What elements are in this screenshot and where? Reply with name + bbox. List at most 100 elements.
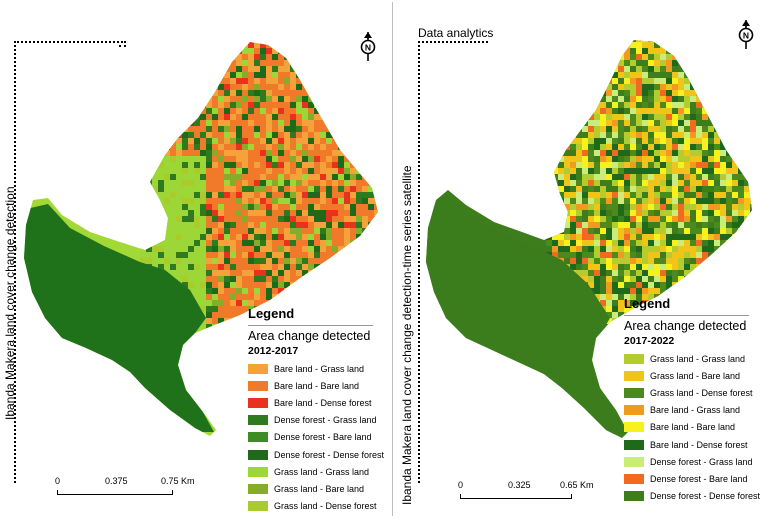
land-cover-cell <box>690 240 696 246</box>
land-cover-cell <box>344 252 350 258</box>
land-cover-cell <box>164 222 170 228</box>
land-cover-cell <box>374 36 380 42</box>
land-cover-cell <box>606 264 612 270</box>
land-cover-cell <box>750 126 752 132</box>
land-cover-cell <box>278 198 284 204</box>
land-cover-cell <box>314 198 320 204</box>
land-cover-cell <box>380 240 386 246</box>
land-cover-cell <box>750 144 752 150</box>
land-cover-cell <box>266 276 272 282</box>
land-cover-cell <box>206 60 212 66</box>
land-cover-cell <box>344 36 350 42</box>
land-cover-cell <box>738 186 744 192</box>
land-cover-cell <box>666 204 672 210</box>
land-cover-cell <box>570 108 576 114</box>
land-cover-cell <box>564 126 570 132</box>
land-cover-cell <box>678 30 684 36</box>
land-cover-cell <box>362 108 368 114</box>
land-cover-cell <box>720 102 726 108</box>
land-cover-cell <box>266 30 272 36</box>
land-cover-cell <box>594 48 600 54</box>
land-cover-cell <box>170 84 176 90</box>
land-cover-cell <box>642 246 648 252</box>
land-cover-cell <box>242 96 248 102</box>
land-cover-cell <box>218 36 224 42</box>
land-cover-cell <box>678 258 684 264</box>
land-cover-cell <box>344 234 350 240</box>
land-cover-cell <box>176 150 182 156</box>
land-cover-cell <box>266 102 272 108</box>
land-cover-cell <box>158 162 164 168</box>
land-cover-cell <box>326 222 332 228</box>
land-cover-cell <box>720 132 726 138</box>
land-cover-cell <box>206 162 212 168</box>
land-cover-cell <box>630 126 636 132</box>
land-cover-cell <box>576 126 582 132</box>
land-cover-cell <box>630 150 636 156</box>
land-cover-cell <box>350 192 356 198</box>
land-cover-cell <box>750 108 752 114</box>
land-cover-cell <box>140 54 146 60</box>
land-cover-cell <box>600 192 606 198</box>
land-cover-cell <box>314 216 320 222</box>
land-cover-cell <box>296 270 302 276</box>
land-cover-cell <box>182 234 188 240</box>
land-cover-cell <box>236 90 242 96</box>
land-cover-cell <box>362 96 368 102</box>
land-cover-cell <box>708 102 714 108</box>
land-cover-cell <box>386 126 390 132</box>
land-cover-cell <box>254 102 260 108</box>
land-cover-cell <box>774 216 780 222</box>
land-cover-cell <box>200 36 206 42</box>
land-cover-cell <box>230 90 236 96</box>
land-cover-cell <box>284 240 290 246</box>
land-cover-cell <box>738 78 744 84</box>
land-cover-cell <box>648 126 654 132</box>
land-cover-cell <box>230 258 236 264</box>
land-cover-cell <box>242 162 248 168</box>
land-cover-cell <box>284 228 290 234</box>
land-cover-cell <box>176 222 182 228</box>
land-cover-cell <box>254 258 260 264</box>
land-cover-cell <box>266 120 272 126</box>
land-cover-cell <box>570 162 576 168</box>
land-cover-cell <box>642 120 648 126</box>
land-cover-cell <box>206 312 212 318</box>
land-cover-cell <box>290 108 296 114</box>
land-cover-cell <box>612 312 618 318</box>
land-cover-cell <box>600 72 606 78</box>
land-cover-cell <box>666 240 672 246</box>
legend-label: Bare land - Bare land <box>274 380 360 391</box>
land-cover-cell <box>648 270 654 276</box>
land-cover-cell <box>158 54 164 60</box>
land-cover-cell <box>750 90 752 96</box>
land-cover-cell <box>146 78 152 84</box>
land-cover-cell <box>546 186 552 192</box>
land-cover-cell <box>684 216 690 222</box>
land-cover-cell <box>624 294 630 300</box>
land-cover-cell <box>218 54 224 60</box>
land-cover-cell <box>374 162 378 168</box>
land-cover-cell <box>188 252 194 258</box>
land-cover-cell <box>254 234 260 240</box>
land-cover-cell <box>338 282 344 288</box>
land-cover-cell <box>594 66 600 72</box>
land-cover-cell <box>690 150 696 156</box>
land-cover-cell <box>152 174 158 180</box>
land-cover-cell <box>678 216 684 222</box>
land-cover-cell <box>374 264 378 270</box>
land-cover-cell <box>690 264 696 270</box>
land-cover-cell <box>380 36 386 42</box>
land-cover-cell <box>630 186 636 192</box>
land-cover-cell <box>236 120 242 126</box>
land-cover-cell <box>254 276 260 282</box>
land-cover-cell <box>254 96 260 102</box>
land-cover-cell <box>290 54 296 60</box>
land-cover-cell <box>362 252 368 258</box>
land-cover-cell <box>272 144 278 150</box>
land-cover-cell <box>326 192 332 198</box>
land-cover-cell <box>762 270 768 276</box>
land-cover-cell <box>236 198 242 204</box>
land-cover-cell <box>368 180 374 186</box>
land-cover-cell <box>164 192 170 198</box>
